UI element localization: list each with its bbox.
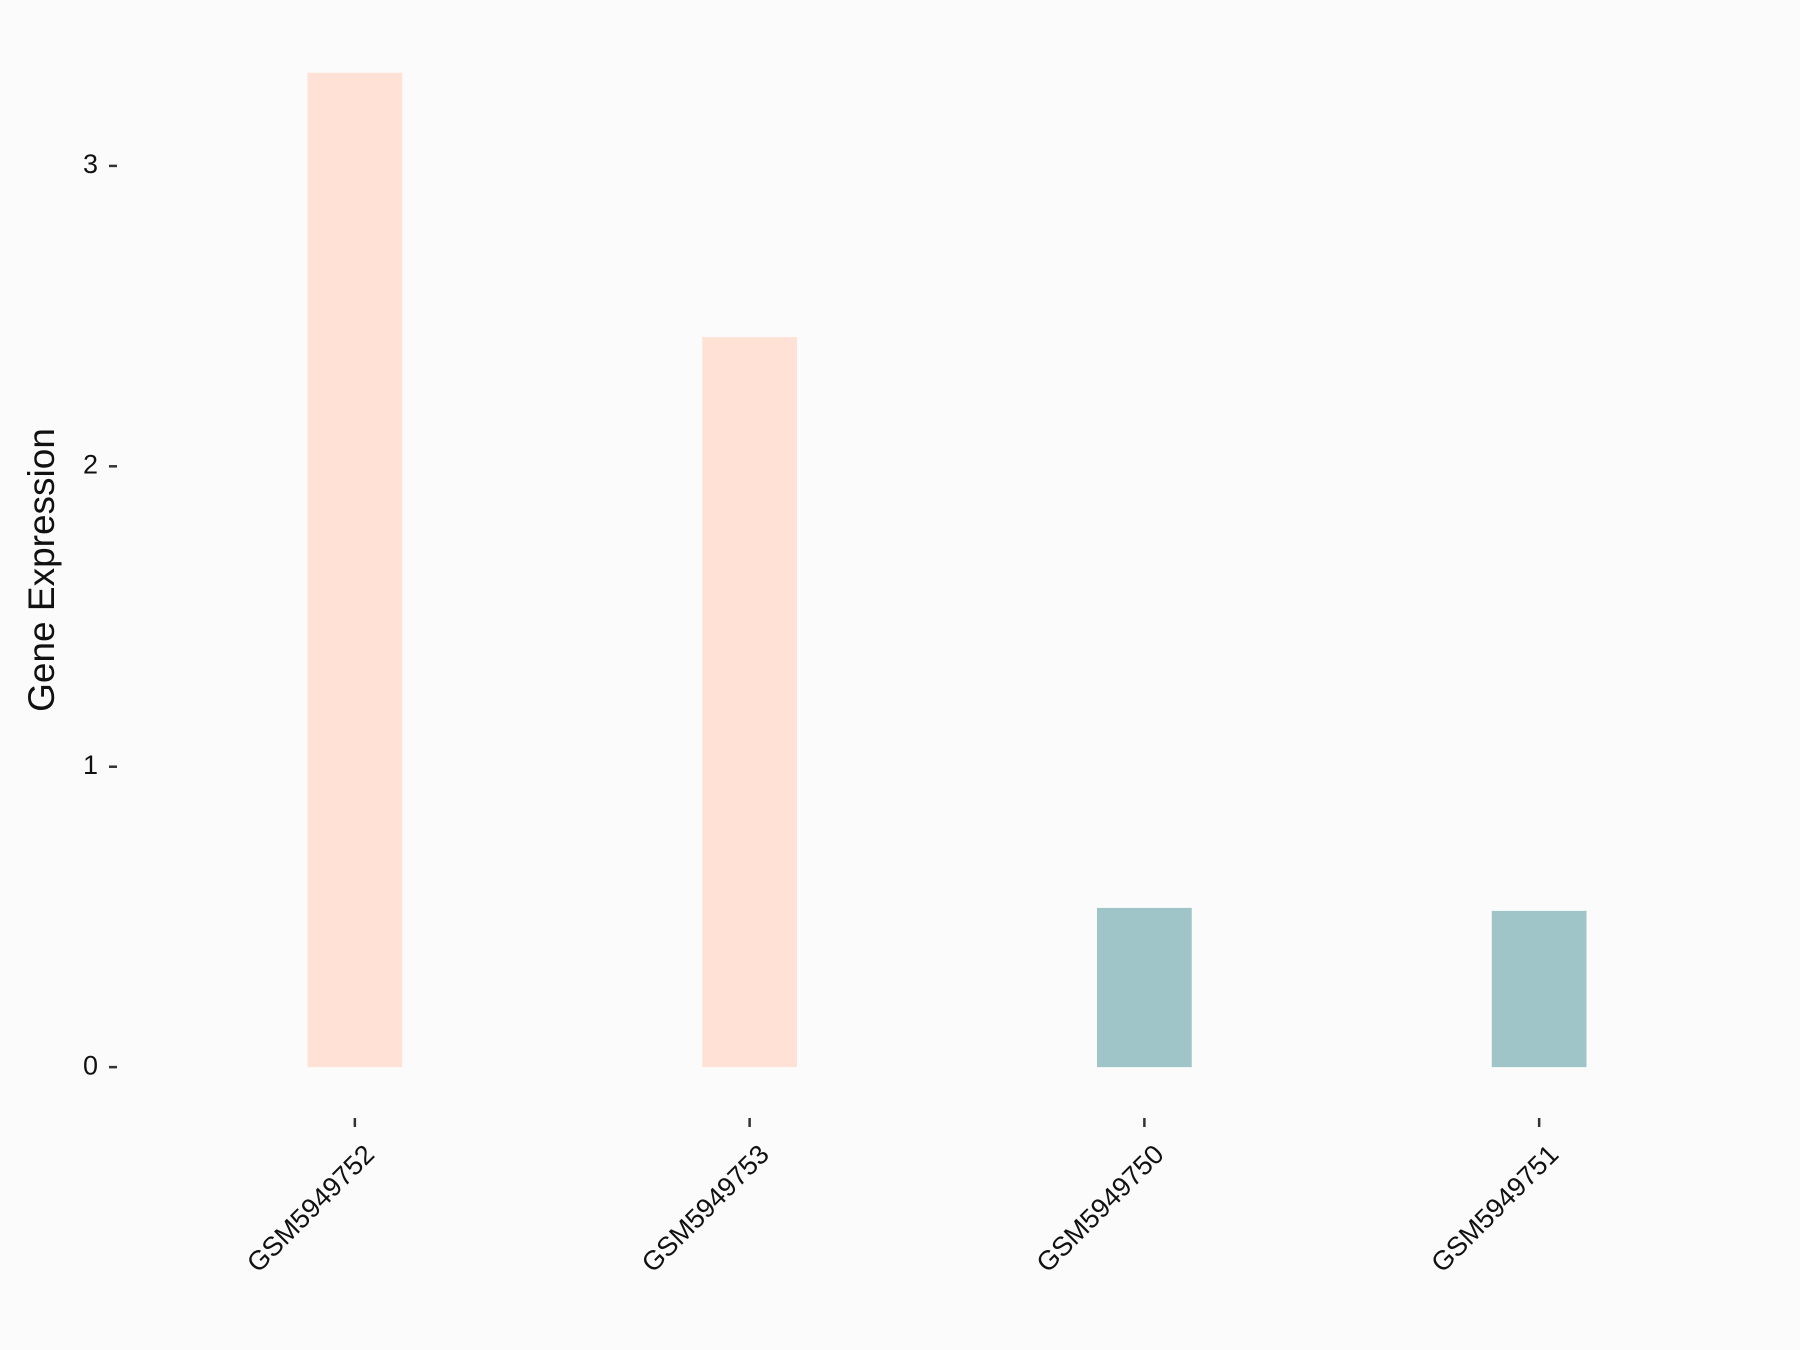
y-tick-label: 1 bbox=[83, 750, 98, 780]
bar bbox=[1097, 907, 1192, 1068]
y-tick-label: 3 bbox=[83, 149, 98, 179]
bar bbox=[1491, 910, 1587, 1068]
y-axis-title: Gene Expression bbox=[21, 428, 62, 712]
y-tick-label: 2 bbox=[83, 449, 98, 479]
bar bbox=[307, 72, 403, 1068]
y-tick-label: 0 bbox=[83, 1050, 98, 1080]
bar bbox=[702, 337, 797, 1068]
